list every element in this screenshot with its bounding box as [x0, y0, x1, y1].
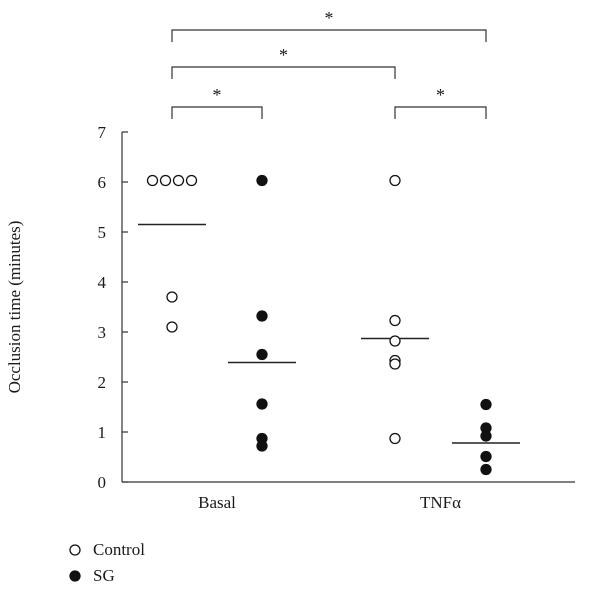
- sg-data-point: [256, 348, 268, 361]
- y-tick-label: 6: [98, 173, 107, 192]
- x-category-label: Basal: [198, 493, 236, 512]
- legend-label-sg: SG: [93, 566, 115, 585]
- sg-data-point: [256, 440, 268, 452]
- control-data-point: [389, 314, 401, 327]
- y-tick-label: 7: [98, 123, 107, 142]
- significance-label: *: [213, 85, 222, 105]
- sg-data-point: [480, 398, 492, 411]
- control-data-point: [389, 432, 401, 445]
- control-data-point: [389, 358, 401, 370]
- data-points: [146, 174, 492, 476]
- control-data-point: [389, 174, 401, 187]
- y-tick-label: 4: [98, 273, 107, 292]
- y-tick-label: 5: [98, 223, 107, 242]
- legend: Control SG: [69, 540, 145, 585]
- control-data-point: [185, 174, 198, 187]
- y-axis-label: Occlusion time (minutes): [5, 221, 24, 394]
- legend-marker-control: [69, 544, 81, 556]
- sg-data-point: [480, 430, 492, 442]
- y-tick-label: 0: [98, 473, 107, 492]
- axes: 0 1 2 3 4 5 6 7 Basal TNFα Occlusion time (minutes…: [5, 123, 575, 512]
- legend-marker-sg: [69, 570, 81, 582]
- control-data-point: [159, 174, 172, 187]
- sg-data-point: [480, 450, 492, 463]
- significance-label: *: [279, 45, 288, 65]
- sg-data-point: [256, 398, 268, 410]
- significance-bracket: [171, 66, 396, 79]
- significance-label: *: [436, 85, 445, 105]
- sg-data-point: [256, 310, 268, 322]
- sg-data-point: [480, 463, 492, 476]
- significance-bracket: [394, 106, 487, 119]
- control-data-point: [166, 291, 178, 303]
- y-tick-label: 1: [98, 423, 107, 442]
- significance-bracket: [171, 29, 487, 42]
- legend-label-control: Control: [93, 540, 145, 559]
- significance-brackets: * * * *: [171, 8, 487, 119]
- mean-lines: [138, 223, 520, 444]
- x-category-label: TNFα: [420, 493, 461, 512]
- significance-bracket: [171, 106, 263, 119]
- control-data-point: [172, 174, 185, 187]
- control-data-point: [146, 174, 159, 187]
- sg-data-point: [256, 174, 268, 187]
- control-data-point: [389, 335, 401, 347]
- significance-label: *: [325, 8, 334, 28]
- y-tick-label: 2: [98, 373, 107, 392]
- control-data-point: [166, 321, 178, 333]
- y-tick-label: 3: [98, 323, 107, 342]
